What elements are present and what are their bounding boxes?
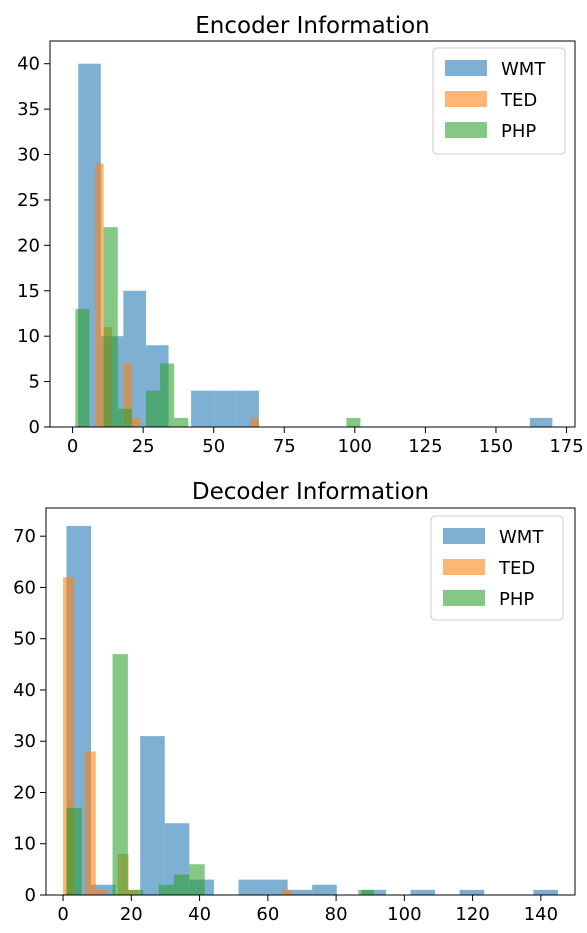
bar-wmt-7 bbox=[287, 889, 313, 895]
series-php bbox=[66, 654, 374, 895]
bar-ted-5 bbox=[281, 889, 293, 895]
x-tick-label: 120 bbox=[455, 904, 489, 925]
x-tick-label: 40 bbox=[188, 904, 211, 925]
y-tick-label: 30 bbox=[17, 145, 40, 166]
bar-php-3 bbox=[145, 390, 161, 427]
bar-php-1 bbox=[112, 654, 128, 895]
legend-swatch-wmt bbox=[445, 60, 487, 76]
x-tick-label: 20 bbox=[120, 904, 143, 925]
bar-ted-0 bbox=[95, 163, 104, 428]
x-tick-label: 80 bbox=[325, 904, 348, 925]
x-tick-label: 175 bbox=[549, 436, 583, 457]
bar-php-4 bbox=[173, 874, 190, 895]
x-tick-label: 25 bbox=[132, 436, 155, 457]
x-tick-label: 125 bbox=[408, 436, 442, 457]
axes-frame bbox=[49, 40, 576, 428]
x-tick-label: 150 bbox=[479, 436, 513, 457]
x-tick-label: 75 bbox=[273, 436, 296, 457]
bar-php-2 bbox=[127, 889, 144, 895]
y-tick-label: 20 bbox=[17, 235, 40, 256]
y-tick-label: 10 bbox=[13, 834, 36, 855]
bar-php-6 bbox=[346, 417, 361, 427]
bar-wmt-10 bbox=[410, 889, 436, 895]
x-tick-label: 100 bbox=[338, 436, 372, 457]
bar-php-1 bbox=[103, 227, 118, 427]
bar-wmt-6 bbox=[213, 390, 237, 427]
y-tick-label: 25 bbox=[17, 190, 40, 211]
legend-label-ted: TED bbox=[500, 90, 537, 111]
decoder-histogram: Decoder Information 0 20 40 60 80 100 120 140 0 10… bbox=[13, 479, 576, 925]
bar-wmt-5 bbox=[191, 390, 214, 427]
chart-title: Encoder Information bbox=[195, 13, 429, 39]
x-tick-label: 0 bbox=[67, 436, 78, 457]
legend-label-php: PHP bbox=[499, 589, 534, 610]
bar-ted-1 bbox=[84, 751, 96, 895]
y-tick-label: 0 bbox=[25, 885, 36, 906]
bar-wmt-2 bbox=[140, 736, 165, 895]
bar-ted-4 bbox=[250, 417, 259, 427]
legend-label-wmt: WMT bbox=[499, 527, 544, 548]
legend-label-ted: TED bbox=[498, 558, 535, 579]
bar-php-0 bbox=[75, 308, 90, 427]
bar-ted-3 bbox=[131, 417, 141, 427]
legend-swatch-ted bbox=[445, 91, 487, 107]
chart-title: Decoder Information bbox=[192, 479, 429, 505]
x-tick-label: 100 bbox=[387, 904, 421, 925]
y-tick-label: 50 bbox=[13, 629, 36, 650]
legend-label-wmt: WMT bbox=[501, 59, 546, 80]
legend-swatch-wmt bbox=[443, 528, 485, 544]
bar-ted-2 bbox=[123, 363, 132, 427]
y-tick-label: 10 bbox=[17, 326, 40, 347]
bar-php-2 bbox=[117, 408, 132, 427]
bar-ted-2 bbox=[95, 889, 107, 895]
bar-php-5 bbox=[174, 417, 189, 427]
bar-wmt-12 bbox=[533, 889, 558, 895]
bar-wmt-8 bbox=[312, 884, 337, 895]
bar-wmt-11 bbox=[459, 889, 485, 895]
bar-php-3 bbox=[158, 884, 174, 895]
y-tick-label: 5 bbox=[29, 372, 40, 393]
y-tick-label: 30 bbox=[13, 731, 36, 752]
y-tick-label: 0 bbox=[29, 417, 40, 438]
bar-php-0 bbox=[66, 807, 82, 895]
y-tick-label: 20 bbox=[13, 782, 36, 803]
bar-php-6 bbox=[358, 889, 374, 895]
y-tick-label: 40 bbox=[17, 54, 40, 75]
y-tick-label: 60 bbox=[13, 577, 36, 598]
bar-php-5 bbox=[189, 864, 205, 895]
x-tick-label: 50 bbox=[202, 436, 225, 457]
series-php bbox=[75, 227, 361, 427]
bar-ted-0 bbox=[63, 577, 74, 895]
bar-php-4 bbox=[160, 363, 175, 427]
x-tick-label: 140 bbox=[524, 904, 558, 925]
legend-swatch-ted bbox=[443, 559, 485, 575]
bar-wmt-9 bbox=[361, 889, 386, 895]
legend-label-php: PHP bbox=[501, 121, 536, 142]
legend: WMT TED PHP bbox=[432, 47, 566, 155]
x-tick-label: 60 bbox=[256, 904, 279, 925]
bar-wmt-8 bbox=[529, 417, 553, 427]
x-tick-label: 0 bbox=[57, 904, 68, 925]
legend-swatch-php bbox=[445, 122, 487, 138]
bar-wmt-5 bbox=[238, 879, 264, 895]
legend-swatch-php bbox=[443, 590, 485, 606]
axes-frame bbox=[45, 507, 576, 896]
y-tick-label: 35 bbox=[17, 99, 40, 120]
legend: WMT TED PHP bbox=[430, 515, 564, 621]
y-tick-label: 40 bbox=[13, 680, 36, 701]
y-tick-label: 15 bbox=[17, 281, 40, 302]
encoder-histogram: Encoder Information 0 25 50 75 100 125 150 175 0 5… bbox=[17, 13, 584, 457]
y-tick-label: 70 bbox=[13, 526, 36, 547]
